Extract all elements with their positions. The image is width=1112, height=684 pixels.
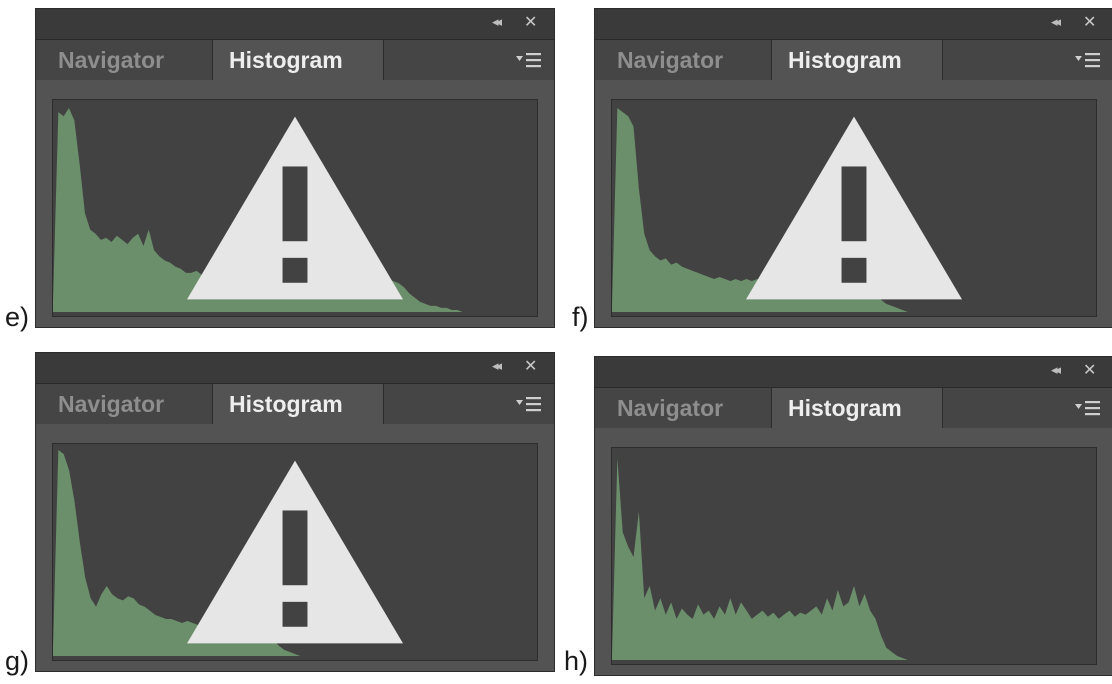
close-icon[interactable]: ✕: [524, 12, 538, 31]
histogram-graph: [52, 443, 538, 661]
warning-icon[interactable]: [53, 100, 537, 316]
tab-histogram[interactable]: Histogram: [212, 384, 384, 424]
histogram-plot: [53, 108, 537, 313]
histogram-panel-g: ◂◂ ✕ Navigator Histogram: [35, 352, 555, 672]
histogram-shape: [53, 449, 537, 657]
figure-label-e: e): [5, 302, 30, 332]
histogram-graph: [52, 99, 538, 317]
panel-titlebar: ◂◂ ✕: [36, 353, 554, 384]
histogram-plot: [612, 458, 1096, 661]
histogram-shape: [612, 458, 1096, 661]
warning-icon[interactable]: [612, 100, 1096, 316]
panel-titlebar: ◂◂ ✕: [595, 9, 1112, 40]
figure-label-g: g): [5, 646, 30, 676]
histogram-panel-e: ◂◂ ✕ Navigator Histogram: [35, 8, 555, 328]
close-icon[interactable]: ✕: [1083, 12, 1097, 31]
histogram-panel-h: ◂◂ ✕ Navigator Histogram: [594, 356, 1112, 676]
tab-navigator[interactable]: Navigator: [58, 391, 165, 417]
tab-row: Navigator Histogram: [595, 40, 1112, 80]
tab-histogram[interactable]: Histogram: [212, 40, 384, 80]
collapse-panel-icon[interactable]: ◂◂: [492, 359, 502, 374]
panel-menu-icon[interactable]: [516, 395, 542, 413]
histogram-shape: [53, 108, 537, 313]
close-icon[interactable]: ✕: [524, 356, 538, 375]
tab-navigator[interactable]: Navigator: [617, 47, 724, 73]
histogram-plot: [53, 449, 537, 657]
collapse-panel-icon[interactable]: ◂◂: [492, 15, 502, 30]
tab-row: Navigator Histogram: [36, 384, 554, 424]
collapse-panel-icon[interactable]: ◂◂: [1051, 363, 1061, 378]
tab-histogram[interactable]: Histogram: [771, 388, 943, 428]
panel-menu-icon[interactable]: [1075, 51, 1101, 69]
tab-histogram[interactable]: Histogram: [771, 40, 943, 80]
panel-menu-icon[interactable]: [516, 51, 542, 69]
collapse-panel-icon[interactable]: ◂◂: [1051, 15, 1061, 30]
figure-label-f: f): [572, 302, 589, 332]
panel-titlebar: ◂◂ ✕: [36, 9, 554, 40]
tab-row: Navigator Histogram: [36, 40, 554, 80]
histogram-graph: [611, 99, 1097, 317]
figure-label-h: h): [564, 646, 589, 676]
histogram-panel-f: ◂◂ ✕ Navigator Histogram: [594, 8, 1112, 328]
panel-titlebar: ◂◂ ✕: [595, 357, 1112, 388]
tab-row: Navigator Histogram: [595, 388, 1112, 428]
tab-navigator[interactable]: Navigator: [617, 395, 724, 421]
close-icon[interactable]: ✕: [1083, 360, 1097, 379]
tab-navigator[interactable]: Navigator: [58, 47, 165, 73]
warning-icon[interactable]: [53, 444, 537, 660]
panel-menu-icon[interactable]: [1075, 399, 1101, 417]
histogram-graph: [611, 447, 1097, 665]
